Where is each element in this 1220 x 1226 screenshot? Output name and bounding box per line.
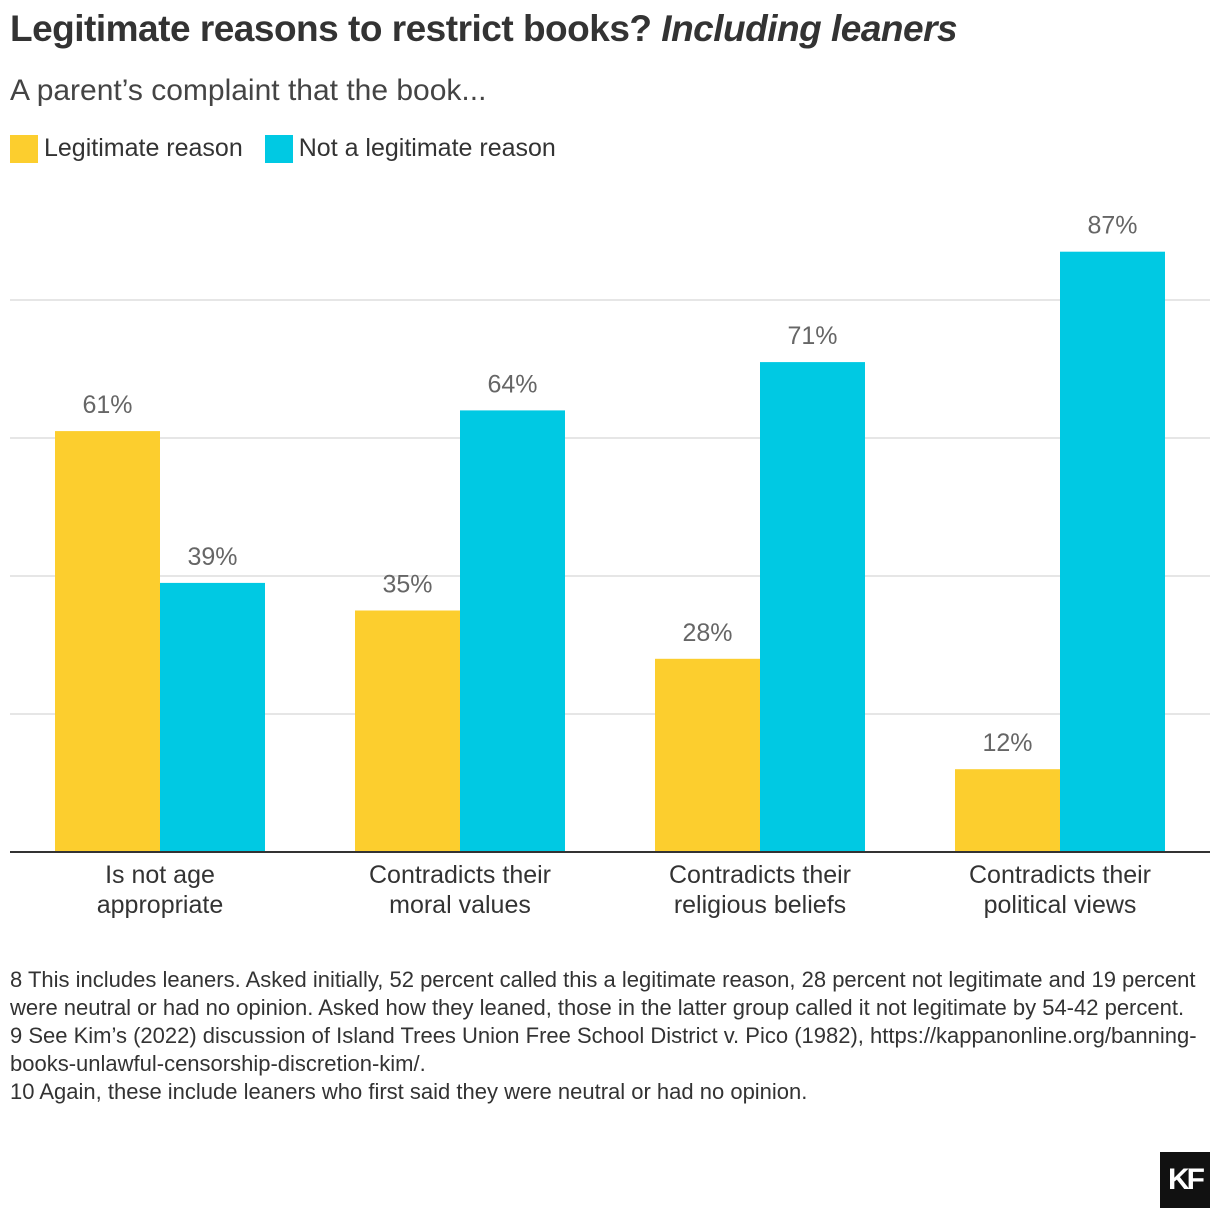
value-label: 35% xyxy=(382,571,432,599)
legend-swatch xyxy=(10,134,38,163)
x-tick-label: Is not age appropriate xyxy=(96,861,224,919)
bar xyxy=(655,658,760,852)
value-label: 64% xyxy=(487,370,537,398)
bar xyxy=(1060,251,1165,852)
value-label: 12% xyxy=(982,729,1032,757)
value-label: 61% xyxy=(82,391,132,419)
legend-item: Legitimate reason xyxy=(10,134,243,163)
logo: KF xyxy=(1160,1152,1210,1208)
x-tick-label: Contradicts their political views xyxy=(968,861,1152,919)
legend-swatch xyxy=(264,134,293,163)
legend: Legitimate reason Not a legitimate reason xyxy=(10,134,556,163)
subtitle: A parent’s complaint that the book... xyxy=(10,74,487,107)
value-label: 71% xyxy=(787,322,837,350)
bar xyxy=(355,610,460,852)
bar xyxy=(760,362,865,852)
bar xyxy=(55,431,160,852)
legend-item: Not a legitimate reason xyxy=(264,134,556,163)
chart-title-emphasis: Including leaners xyxy=(661,8,958,49)
legend-label: Legitimate reason xyxy=(44,134,243,162)
x-tick-label: Contradicts their religious beliefs xyxy=(668,861,852,919)
value-label: 28% xyxy=(682,619,732,647)
bar xyxy=(160,582,265,852)
notes: 8 This includes leaners. Asked initially… xyxy=(10,966,1210,1106)
chart-title: Legitimate reasons to restrict books? xyxy=(10,8,652,49)
chart-title-wrap: Legitimate reasons to restrict books? In… xyxy=(10,8,958,50)
note: 9 See Kim’s (2022) discussion of Island … xyxy=(10,1023,1197,1076)
note: 10 Again, these include leaners who firs… xyxy=(10,1079,808,1104)
note: 8 This includes leaners. Asked initially… xyxy=(10,967,1196,1020)
legend-label: Not a legitimate reason xyxy=(298,134,556,162)
bar xyxy=(955,769,1060,852)
bar xyxy=(460,410,565,852)
value-label: 39% xyxy=(187,543,237,571)
value-label: 87% xyxy=(1087,212,1137,240)
x-tick-label: Contradicts their moral values xyxy=(368,861,552,919)
